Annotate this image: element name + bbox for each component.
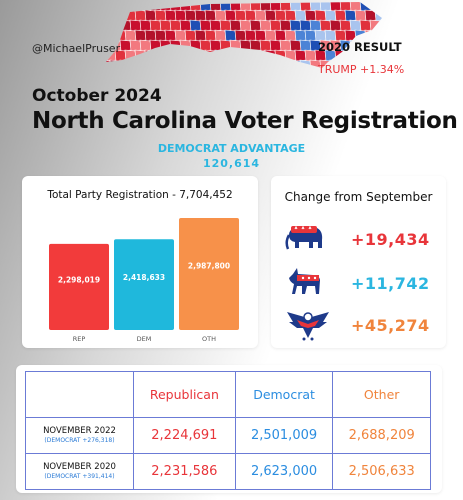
cell-republican: 2,224,691 bbox=[133, 417, 236, 454]
history-table: Republican Democrat Other NOVEMBER 2022 … bbox=[25, 371, 431, 490]
change-title: Change from September bbox=[284, 190, 433, 204]
report-date: October 2024 bbox=[32, 86, 162, 106]
x-tick-label: DEM bbox=[137, 335, 152, 343]
change-row-rep: +19,434 bbox=[279, 220, 439, 262]
author-handle: @MichaelPruser bbox=[32, 42, 121, 55]
change-card: Change from September +19,434 +11,742 +4… bbox=[271, 176, 446, 348]
row-label-date: NOVEMBER 2022 bbox=[43, 426, 116, 437]
table-row: NOVEMBER 2020 (DEMOCRAT +391,414) 2,231,… bbox=[25, 453, 431, 490]
row-label-date: NOVEMBER 2020 bbox=[43, 462, 116, 473]
change-value-oth: +45,274 bbox=[351, 316, 430, 335]
cell-democrat: 2,501,009 bbox=[234, 417, 334, 454]
col-header-democrat: Democrat bbox=[234, 371, 334, 418]
bar-value-label: 2,418,633 bbox=[123, 273, 165, 282]
unaffiliated-eagle-icon bbox=[287, 312, 329, 341]
cell-other: 2,506,633 bbox=[332, 453, 431, 490]
county-cells bbox=[106, 2, 382, 68]
cell-republican: 2,231,586 bbox=[133, 453, 236, 490]
democrat-donkey-icon bbox=[289, 268, 320, 294]
change-row-oth: +45,274 bbox=[279, 306, 439, 348]
advantage-value: 120,614 bbox=[202, 157, 261, 170]
registration-bar-chart: 2,298,019 REP 2,418,633 DEM 2,987,800 OTH bbox=[49, 217, 239, 343]
x-tick-label: REP bbox=[73, 335, 86, 343]
republican-elephant-icon bbox=[285, 225, 323, 250]
row-label-advantage: (DEMOCRAT +276,318) bbox=[44, 437, 115, 445]
row-label: NOVEMBER 2020 (DEMOCRAT +391,414) bbox=[25, 453, 134, 490]
page-title: North Carolina Voter Registration bbox=[32, 108, 458, 134]
table-header-row: Republican Democrat Other bbox=[25, 371, 431, 418]
nc-county-map bbox=[106, 2, 382, 68]
row-label-advantage: (DEMOCRAT +391,414) bbox=[44, 473, 115, 481]
row-label: NOVEMBER 2022 (DEMOCRAT +276,318) bbox=[25, 417, 134, 454]
col-header-republican: Republican bbox=[133, 371, 236, 418]
cell-other: 2,688,209 bbox=[332, 417, 431, 454]
result-value: TRUMP +1.34% bbox=[318, 63, 405, 76]
bar-oth bbox=[179, 217, 239, 330]
chart-title: Total Party Registration - 7,704,452 bbox=[47, 189, 233, 201]
result-label: 2020 RESULT bbox=[318, 40, 402, 54]
cell-democrat: 2,623,000 bbox=[234, 453, 334, 490]
col-header-other: Other bbox=[332, 371, 431, 418]
bar-dem bbox=[114, 239, 174, 330]
advantage-label: DEMOCRAT ADVANTAGE bbox=[157, 142, 306, 155]
history-table-card: Republican Democrat Other NOVEMBER 2022 … bbox=[16, 365, 442, 493]
change-row-dem: +11,742 bbox=[279, 264, 439, 306]
table-row: NOVEMBER 2022 (DEMOCRAT +276,318) 2,224,… bbox=[25, 417, 431, 454]
change-value-rep: +19,434 bbox=[351, 230, 430, 249]
table-corner bbox=[25, 371, 134, 418]
bar-value-label: 2,987,800 bbox=[188, 261, 230, 270]
bar-rep bbox=[49, 243, 109, 330]
registration-chart-card: Total Party Registration - 7,704,452 2,2… bbox=[22, 176, 258, 348]
bar-value-label: 2,298,019 bbox=[58, 276, 100, 285]
x-tick-label: OTH bbox=[202, 335, 216, 343]
change-value-dem: +11,742 bbox=[351, 274, 430, 293]
